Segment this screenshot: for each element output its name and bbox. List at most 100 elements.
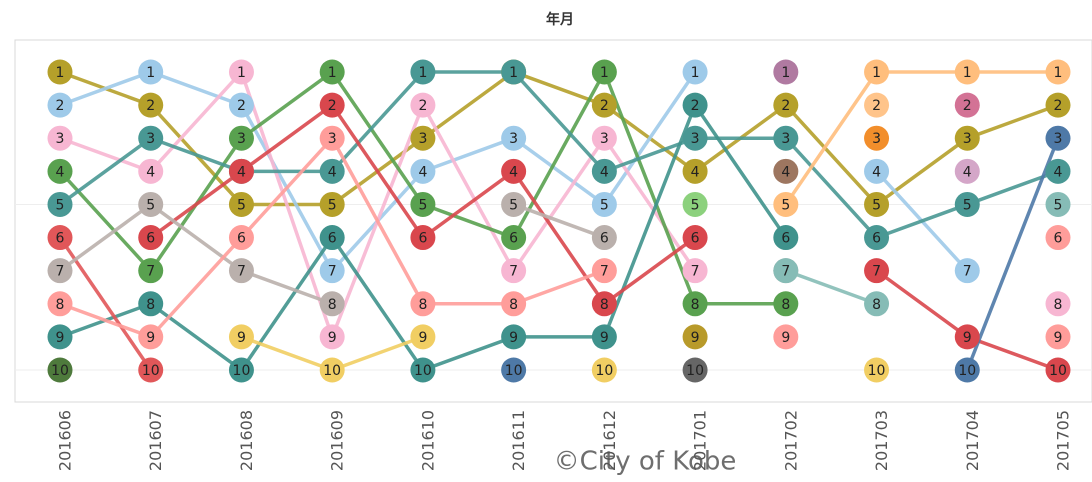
rank-label: 1 <box>237 65 246 81</box>
rank-label: 6 <box>237 231 246 247</box>
rank-dot <box>138 225 164 251</box>
rank-dot <box>138 59 164 85</box>
rank-label: 2 <box>418 98 427 114</box>
rank-dot <box>138 92 164 118</box>
rank-label: 6 <box>56 231 65 247</box>
rank-dot <box>228 158 254 184</box>
rank-dot <box>501 158 527 184</box>
rank-dot <box>410 357 436 383</box>
rank-label: 9 <box>963 330 972 346</box>
rank-dot <box>954 59 980 85</box>
rank-label: 4 <box>1054 164 1063 180</box>
rank-dot <box>1045 92 1071 118</box>
rank-label: 5 <box>237 197 246 213</box>
rank-label: 10 <box>51 363 69 379</box>
rank-label: 7 <box>600 264 609 280</box>
rank-dot <box>501 258 527 284</box>
rank-dot <box>591 191 617 217</box>
rank-label: 8 <box>328 297 337 313</box>
rank-dot <box>501 59 527 85</box>
rank-label: 1 <box>418 65 427 81</box>
rank-dot <box>682 125 708 151</box>
rank-label: 3 <box>56 131 65 147</box>
rank-label: 5 <box>781 197 790 213</box>
rank-dot <box>773 291 799 317</box>
rank-label: 6 <box>418 231 427 247</box>
rank-label: 2 <box>963 98 972 114</box>
rank-label: 2 <box>600 98 609 114</box>
x-tick-label: 201608 <box>237 410 256 471</box>
rank-label: 6 <box>781 231 790 247</box>
rank-label: 5 <box>691 197 700 213</box>
rank-dot <box>864 191 890 217</box>
rank-dot <box>47 191 73 217</box>
rank-dot <box>228 357 254 383</box>
x-tick-label: 201609 <box>328 410 347 471</box>
rank-label: 4 <box>509 164 518 180</box>
rank-label: 9 <box>418 330 427 346</box>
rank-dot <box>1045 324 1071 350</box>
rank-dot <box>501 225 527 251</box>
chart-title: 年月 <box>546 11 574 28</box>
rank-label: 2 <box>328 98 337 114</box>
rank-dot <box>228 324 254 350</box>
rank-label: 10 <box>868 363 886 379</box>
rank-label: 7 <box>781 264 790 280</box>
rank-label: 4 <box>781 164 790 180</box>
rank-dot <box>864 92 890 118</box>
rank-label: 3 <box>237 131 246 147</box>
rank-label: 7 <box>691 264 700 280</box>
rank-label: 8 <box>600 297 609 313</box>
rank-dot <box>410 158 436 184</box>
rank-label: 3 <box>872 131 881 147</box>
rank-dot <box>773 258 799 284</box>
rank-label: 4 <box>691 164 700 180</box>
rank-dot <box>319 357 345 383</box>
rank-dot <box>501 291 527 317</box>
rank-dot <box>410 125 436 151</box>
rank-label: 1 <box>56 65 65 81</box>
rank-dot <box>954 357 980 383</box>
rank-dot <box>138 357 164 383</box>
rank-label: 10 <box>233 363 251 379</box>
rank-dot <box>591 258 617 284</box>
rank-dot <box>319 125 345 151</box>
rank-dot <box>682 158 708 184</box>
rank-label: 9 <box>237 330 246 346</box>
lines <box>58 67 1060 373</box>
rank-dot <box>1045 59 1071 85</box>
rank-dot <box>138 191 164 217</box>
rank-dot <box>47 125 73 151</box>
rank-label: 9 <box>600 330 609 346</box>
rank-dot <box>47 258 73 284</box>
rank-label: 1 <box>328 65 337 81</box>
rank-dot <box>47 357 73 383</box>
rank-label: 10 <box>414 363 432 379</box>
rank-label: 1 <box>691 65 700 81</box>
rank-dot <box>591 92 617 118</box>
rank-dot <box>591 357 617 383</box>
rank-dot <box>954 92 980 118</box>
rank-label: 8 <box>418 297 427 313</box>
rank-dot <box>47 324 73 350</box>
rank-dot <box>682 92 708 118</box>
rank-label: 10 <box>505 363 523 379</box>
rank-label: 3 <box>509 131 518 147</box>
rank-label: 4 <box>600 164 609 180</box>
rank-dot <box>954 158 980 184</box>
rank-dot <box>1045 158 1071 184</box>
rank-dot <box>1045 125 1071 151</box>
rank-label: 3 <box>600 131 609 147</box>
x-tick-label: 201701 <box>691 410 710 471</box>
rank-dot <box>1045 225 1071 251</box>
series-line <box>965 137 1060 371</box>
rank-label: 5 <box>56 197 65 213</box>
rank-dot <box>410 92 436 118</box>
rank-label: 4 <box>963 164 972 180</box>
rank-label: 1 <box>963 65 972 81</box>
rank-label: 3 <box>146 131 155 147</box>
rank-dot <box>773 225 799 251</box>
rank-dot <box>138 258 164 284</box>
rank-dot <box>47 59 73 85</box>
x-tick-label: 201610 <box>418 410 437 471</box>
